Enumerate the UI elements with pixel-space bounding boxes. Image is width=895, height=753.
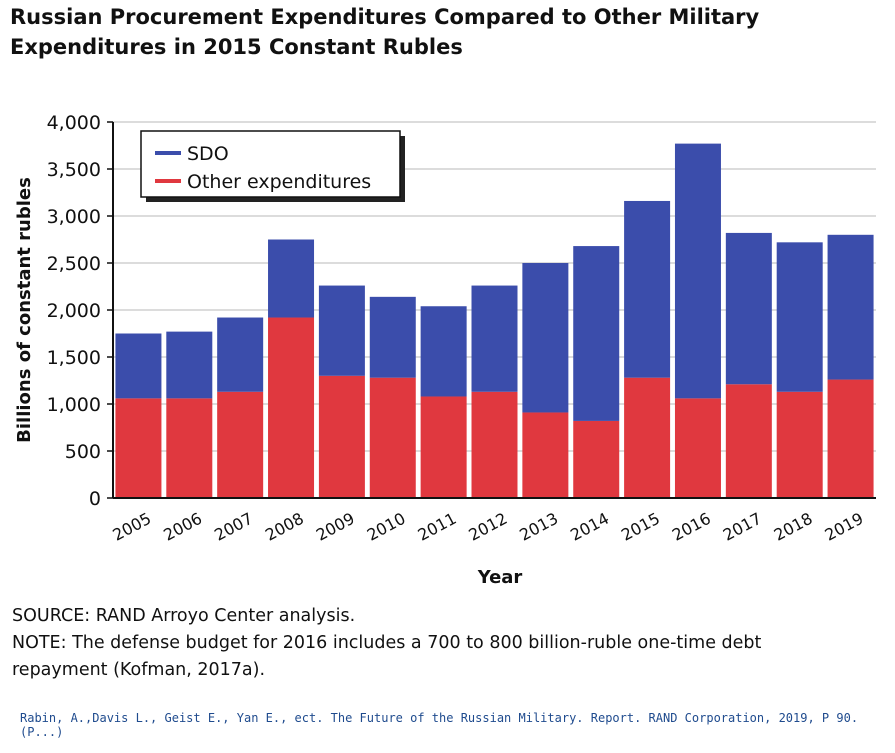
- y-tick-label: 4,000: [47, 112, 101, 134]
- legend-box: [140, 130, 401, 198]
- bar-sdo-2009: [318, 285, 365, 376]
- legend: SDO Other expenditures: [140, 130, 405, 202]
- y-tick-label: 2,000: [47, 300, 101, 322]
- bar-sdo-2017: [725, 232, 772, 385]
- x-tick-label: 2010: [364, 509, 409, 545]
- x-tick-label: 2011: [415, 509, 460, 545]
- bar-sdo-2013: [522, 263, 569, 413]
- legend-label: Other expenditures: [187, 171, 371, 193]
- bar-other-expenditures-2009: [318, 375, 365, 498]
- x-tick-label: 2008: [262, 509, 307, 545]
- bar-sdo-2015: [624, 200, 671, 378]
- y-axis-label: Billions of constant rubles: [14, 177, 35, 443]
- bar-other-expenditures-2010: [369, 377, 416, 498]
- bars: [115, 143, 874, 498]
- bar-other-expenditures-2007: [217, 391, 264, 498]
- bar-other-expenditures-2016: [674, 398, 721, 498]
- x-tick-labels: 2005 2006 2007 2008 2009 2010 2011 2012 2013 2014…: [109, 509, 866, 545]
- x-tick-label: 2016: [669, 509, 714, 545]
- bar-other-expenditures-2008: [268, 317, 315, 498]
- chart-title: Russian Procurement Expenditures Compare…: [10, 2, 880, 62]
- y-tick-label: 1,000: [47, 394, 101, 416]
- bar-sdo-2012: [471, 285, 518, 392]
- y-tick-label: 500: [65, 441, 101, 463]
- source-line: SOURCE: RAND Arroyo Center analysis.: [12, 606, 356, 626]
- stacked-bar-chart: 05001,0001,5002,0002,5003,0003,5004,000 …: [14, 112, 876, 588]
- x-tick-label: 2007: [211, 509, 256, 545]
- x-tick-label: 2009: [313, 509, 358, 545]
- bar-sdo-2010: [369, 296, 416, 378]
- x-tick-label: 2019: [822, 509, 867, 545]
- y-tick-label: 3,500: [47, 159, 101, 181]
- note-line-2: repayment (Kofman, 2017a).: [12, 660, 266, 680]
- x-axis-label: Year: [477, 567, 523, 588]
- bar-other-expenditures-2006: [166, 398, 213, 498]
- y-tick-labels: 0 500 1,000 1,500 2,000 2,500 3,000 3,500 4,000: [47, 112, 113, 510]
- x-tick-label: 2015: [618, 509, 663, 545]
- bar-other-expenditures-2012: [471, 391, 518, 498]
- bar-other-expenditures-2017: [725, 384, 772, 498]
- bar-other-expenditures-2011: [420, 396, 467, 498]
- y-tick-label: 1,500: [47, 347, 101, 369]
- note-line-1: NOTE: The defense budget for 2016 includ…: [12, 633, 762, 653]
- bar-other-expenditures-2015: [624, 377, 671, 498]
- bar-sdo-2016: [674, 143, 721, 399]
- y-tick-label: 3,000: [47, 206, 101, 228]
- x-tick-label: 2006: [160, 509, 205, 545]
- bar-sdo-2006: [166, 331, 213, 399]
- bar-sdo-2018: [776, 242, 823, 392]
- citation: Rabin, A.,Davis L., Geist E., Yan E., ec…: [20, 711, 859, 739]
- x-tick-label: 2014: [567, 509, 612, 545]
- x-tick-label: 2013: [516, 509, 561, 545]
- bar-other-expenditures-2019: [827, 379, 874, 498]
- bar-other-expenditures-2005: [115, 398, 162, 498]
- chart-title-line-2: Expenditures in 2015 Constant Rubles: [10, 35, 463, 59]
- bar-sdo-2008: [268, 239, 315, 318]
- bar-other-expenditures-2014: [573, 420, 620, 498]
- bar-sdo-2005: [115, 333, 162, 399]
- x-tick-label: 2005: [109, 509, 154, 545]
- chart-title-line-1: Russian Procurement Expenditures Compare…: [10, 5, 760, 29]
- bar-other-expenditures-2018: [776, 391, 823, 498]
- x-tick-label: 2017: [720, 509, 765, 545]
- bar-sdo-2019: [827, 234, 874, 380]
- x-tick-label: 2018: [771, 509, 816, 545]
- bar-sdo-2007: [217, 317, 264, 392]
- legend-label: SDO: [187, 143, 229, 165]
- y-tick-label: 2,500: [47, 253, 101, 275]
- bar-sdo-2014: [573, 246, 620, 421]
- notes-block: SOURCE: RAND Arroyo Center analysis. NOT…: [12, 603, 887, 684]
- bar-other-expenditures-2013: [522, 412, 569, 498]
- bar-sdo-2011: [420, 306, 467, 397]
- x-tick-label: 2012: [466, 509, 511, 545]
- y-tick-label: 0: [89, 488, 101, 510]
